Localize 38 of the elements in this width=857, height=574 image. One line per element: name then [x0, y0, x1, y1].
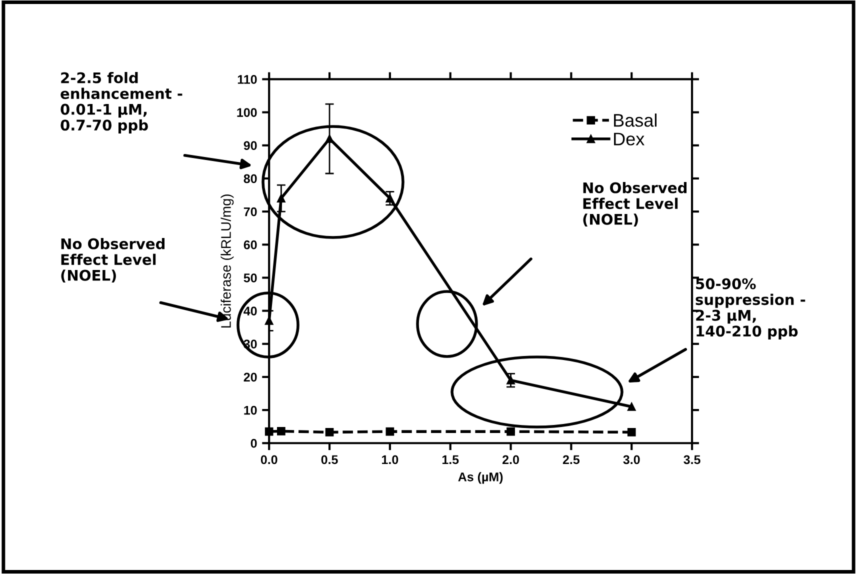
y-tick-label: 20: [244, 372, 257, 382]
y-tick-label: 110: [238, 75, 257, 84]
y-tick-label: 70: [244, 207, 257, 216]
point: [386, 194, 394, 202]
point: [325, 428, 334, 436]
x-tick-label: 2.5: [562, 455, 580, 464]
text: No Observed Effect Level (NOEL): [61, 238, 165, 283]
point: [264, 427, 274, 436]
x-tick-label: 1.0: [382, 455, 398, 464]
x-tick-label: 3.0: [623, 455, 640, 464]
text: 50-90% suppression - 2-3 µM, 140-210 ppb: [696, 278, 806, 340]
y-tick-label: 60: [244, 240, 257, 250]
y-tick-label: 0: [250, 438, 257, 448]
point: [277, 427, 286, 436]
text: 2-2.5 fold enhancement - 0.01-1 µM, 0.7-70 ppb: [60, 72, 182, 134]
y-tick-label: 10: [244, 406, 257, 415]
legend-label: Basal: [614, 114, 657, 127]
point: [325, 134, 334, 143]
point: [627, 428, 636, 436]
point: [264, 316, 274, 325]
y-tick-label: 40: [244, 306, 257, 316]
point: [277, 194, 286, 202]
legend-label: Dex: [614, 132, 644, 146]
x-tick-label: 2.0: [502, 455, 519, 464]
y-tick-label: 90: [244, 141, 257, 150]
point: [386, 427, 394, 436]
point: [506, 376, 515, 384]
y-tick-label: 50: [244, 274, 257, 282]
annotation: No Observed Effect Level (NOEL): [583, 182, 687, 227]
point: [506, 427, 515, 436]
x-tick-label: 3.5: [684, 455, 700, 464]
x-tick-label: 0.5: [321, 455, 338, 464]
point: [627, 402, 636, 411]
x-axis-title: As (µM): [458, 472, 503, 484]
y-tick-label: 80: [244, 174, 257, 184]
x-tick-label: 1.5: [442, 455, 459, 464]
y-tick-label: 100: [237, 108, 257, 117]
x-tick-label: 0.0: [260, 455, 278, 464]
